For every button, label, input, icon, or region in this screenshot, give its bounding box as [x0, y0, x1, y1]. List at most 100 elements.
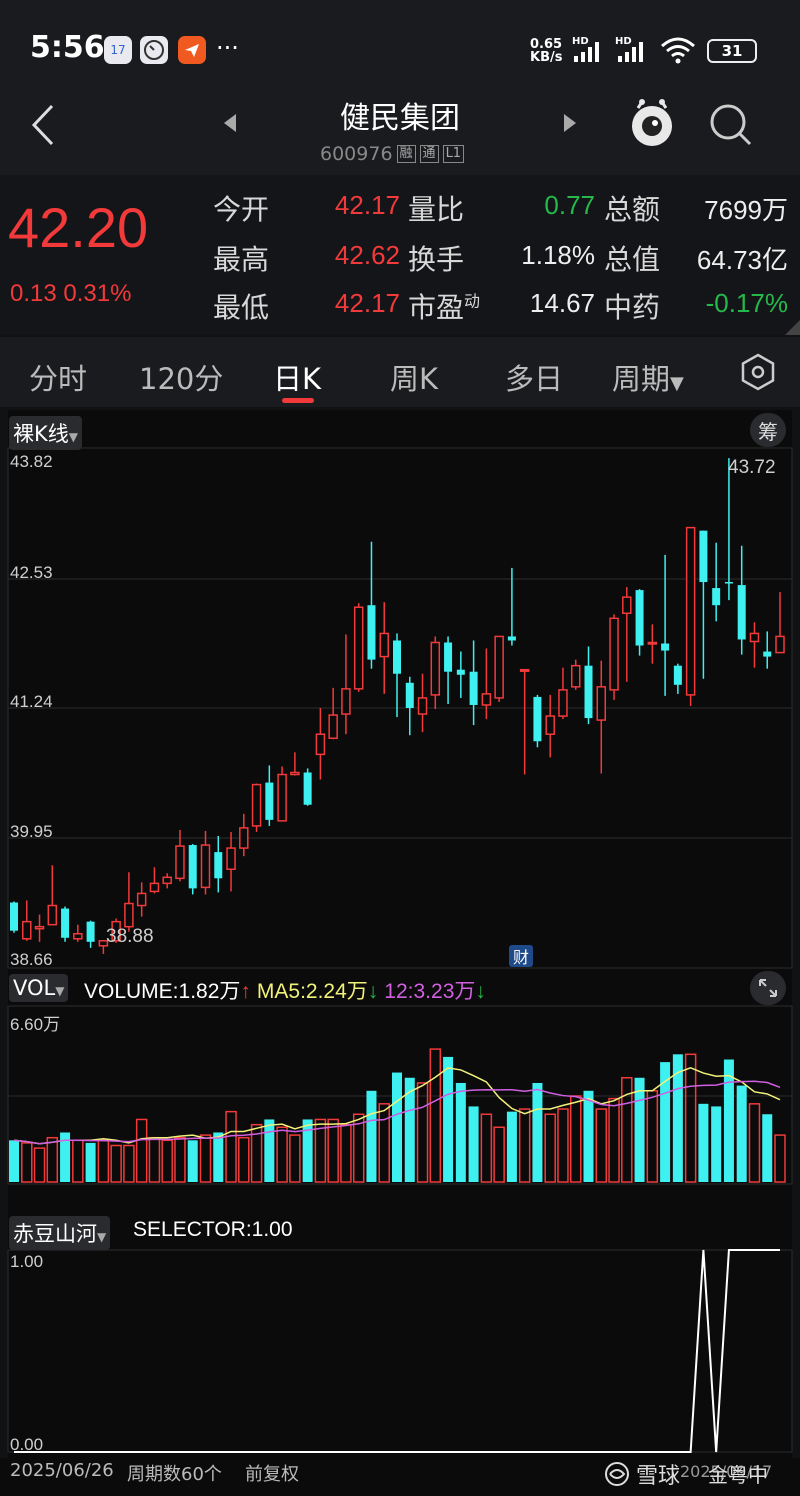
volume-bar — [314, 1118, 327, 1183]
active-tab-indicator — [282, 398, 314, 403]
chevron-down-icon: ▼ — [670, 373, 684, 394]
stock-code: 600976 — [320, 143, 393, 165]
ma12-line — [13, 1080, 781, 1145]
tab-daily-k[interactable]: 日K — [273, 362, 322, 396]
tab-multi-day[interactable]: 多日 — [505, 362, 564, 396]
candle-body — [430, 641, 441, 696]
more-notifications-icon: ··· — [216, 34, 239, 62]
volume-bar — [340, 1123, 352, 1183]
earnings-event-tag[interactable]: 财 — [509, 945, 533, 967]
volume-legend: VOLUME:1.82万↑ MA5:2.24万↓ 12:3.23万↓ — [84, 980, 486, 1003]
period-count: 周期数60个 — [127, 1464, 222, 1485]
volume-bar — [264, 1119, 275, 1182]
candle-body — [136, 892, 147, 907]
candle-body — [558, 689, 568, 717]
turnover-rate-label: 换手 — [408, 243, 465, 276]
volume-bar — [174, 1136, 186, 1183]
candle-body — [749, 632, 760, 643]
adjust-mode[interactable]: 前复权 — [245, 1464, 299, 1485]
selector-indicator-dropdown[interactable]: 赤豆山河▼ — [9, 1216, 111, 1250]
change-percent: 0.31% — [63, 280, 132, 307]
volume-bar — [455, 1082, 466, 1182]
volume-bar — [404, 1077, 415, 1182]
tab-intraday[interactable]: 分时 — [29, 362, 88, 396]
tab-weekly-k[interactable]: 周K — [390, 362, 439, 396]
volume-bar — [774, 1134, 786, 1183]
price-change: 0.13 0.31% — [10, 280, 131, 308]
candle-body — [124, 902, 134, 928]
search-icon[interactable] — [708, 102, 754, 152]
xueqiu-logo-icon — [605, 1462, 629, 1486]
candle-body — [353, 606, 364, 690]
candle-body — [188, 845, 197, 889]
volume-bar — [583, 1090, 594, 1182]
pe-label: 市盈动 — [408, 291, 481, 324]
turnover-amount-value: 7699万 — [704, 195, 788, 225]
prev-stock-icon[interactable] — [222, 112, 238, 138]
volume-bar — [672, 1054, 683, 1182]
volume-bar — [544, 1113, 556, 1183]
kline-mode-dropdown[interactable]: 裸K线▼ — [9, 416, 83, 450]
candle-body — [661, 643, 670, 651]
last-price: 42.20 — [8, 196, 149, 259]
level1-tag: L1 — [442, 145, 465, 163]
expand-chart-icon[interactable] — [750, 971, 786, 1005]
selector-axis-min: 0.00 — [10, 1435, 44, 1454]
candle-body — [175, 845, 185, 880]
volume-bar — [97, 1139, 110, 1183]
candle-body — [379, 632, 389, 658]
quote-panel — [0, 175, 800, 335]
chart-footer — [0, 1458, 800, 1496]
settings-hexagon-icon[interactable] — [738, 352, 778, 396]
volume-bar — [213, 1132, 224, 1182]
candle-body — [673, 665, 682, 685]
volume-bar — [608, 1097, 620, 1183]
candle-body — [149, 882, 160, 893]
volume-bar — [660, 1062, 671, 1182]
sector-change: -0.17% — [705, 288, 788, 318]
volume-bar — [46, 1136, 59, 1183]
status-bar — [0, 0, 800, 95]
candle-body — [685, 526, 696, 696]
clock-app-icon — [140, 36, 168, 64]
candle-body — [290, 771, 300, 776]
market-cap-label: 总值 — [604, 243, 661, 276]
selector-line — [14, 1249, 780, 1453]
candle-body — [34, 925, 45, 930]
chip-distribution-button[interactable]: 筹 — [750, 413, 786, 447]
status-time: 5:56 — [30, 30, 105, 65]
volume-bar — [378, 1103, 390, 1183]
volume-indicator-dropdown[interactable]: VOL▼ — [9, 974, 69, 1002]
chevron-down-icon: ▼ — [68, 430, 79, 444]
volume-bar — [85, 1142, 96, 1182]
chevron-down-icon: ▼ — [97, 1230, 107, 1244]
mascot-icon[interactable] — [628, 98, 676, 154]
high-value: 42.62 — [334, 240, 400, 270]
volume-bar — [135, 1118, 148, 1183]
back-icon[interactable] — [28, 102, 58, 152]
selector-legend: SELECTOR:1.00 — [133, 1218, 293, 1241]
next-stock-icon[interactable] — [562, 112, 578, 138]
candle-body — [417, 697, 428, 715]
high-marker-label: 43.72 — [728, 457, 776, 478]
price-axis-max: 43.82 — [10, 452, 53, 471]
candle-body — [507, 636, 516, 641]
volume-bar — [557, 1108, 569, 1183]
selector-axis-max: 1.00 — [10, 1252, 44, 1271]
volume-bar — [276, 1126, 288, 1183]
period-tabs — [0, 337, 800, 407]
candle-body — [239, 827, 249, 849]
price-axis-min: 38.66 — [10, 950, 53, 969]
expand-quote-icon[interactable] — [785, 320, 800, 339]
volume-bar — [392, 1072, 402, 1182]
candle-body — [494, 635, 504, 699]
tab-120min[interactable]: 120分 — [139, 362, 224, 396]
sector-link[interactable]: 中药 — [604, 291, 661, 324]
volume-bar — [569, 1095, 582, 1183]
market-cap-value: 64.73亿 — [696, 245, 788, 275]
battery-icon: 31 — [707, 39, 757, 63]
volume-bar — [493, 1126, 505, 1183]
tab-period[interactable]: 周期▼ — [612, 362, 684, 396]
candle-body — [609, 617, 619, 691]
